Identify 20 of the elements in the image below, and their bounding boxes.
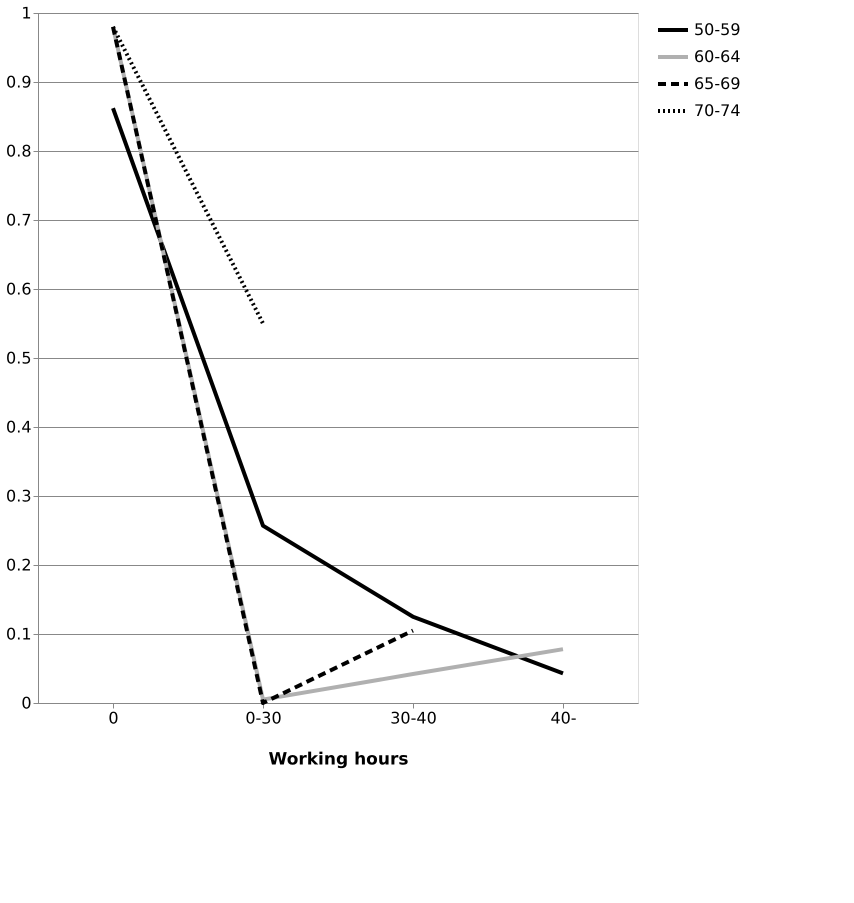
y-tick-label: 0.1 (6, 624, 32, 644)
legend-label: 60-64 (694, 47, 740, 66)
y-tick-label: 1 (21, 4, 32, 22)
y-tick-label: 0.5 (6, 348, 32, 368)
x-tick-label: 0-30 (245, 708, 282, 728)
x-axis-title: Working hours (268, 750, 408, 770)
x-tick-label: 40- (550, 708, 577, 728)
legend-label: 65-69 (694, 74, 740, 93)
legend-label: 50-59 (694, 20, 740, 39)
y-tick-label: 0.8 (6, 142, 32, 160)
x-tick-label: 30-40 (390, 708, 437, 728)
y-tick-label: 0.7 (6, 210, 32, 230)
y-tick-label: 0.2 (6, 556, 32, 574)
y-tick-label: 0 (21, 694, 32, 712)
y-tick-label: 0.4 (6, 418, 32, 436)
x-tick-label: 0 (108, 708, 119, 728)
y-tick-label: 0.6 (6, 280, 32, 298)
legend-label: 70-74 (694, 101, 740, 120)
y-tick-label: 0.9 (6, 72, 32, 92)
y-tick-label: 0.3 (6, 486, 32, 506)
